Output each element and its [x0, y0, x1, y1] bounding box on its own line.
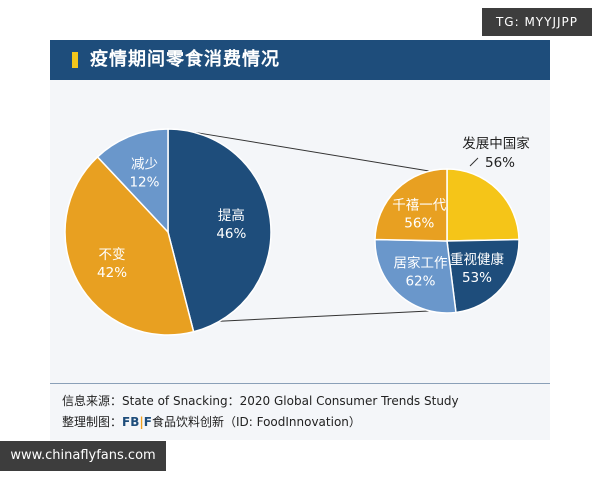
brand-f: F — [143, 415, 152, 429]
brand-bar: | — [139, 415, 144, 429]
connector-line-bottom — [219, 310, 430, 322]
main-pie-label-2: 减少 — [131, 157, 158, 173]
footer-divider — [50, 383, 550, 384]
title-banner: 疫情期间零食消费情况 — [50, 40, 550, 80]
credit-line: 整理制图：FB|F食品饮料创新（ID: FoodInnovation） — [62, 413, 361, 430]
brand-fb: FB — [122, 415, 140, 429]
detail-pie-label-0: 发展中国家 — [462, 135, 530, 152]
main-pie-slice-1 — [64, 155, 195, 336]
connector-line-top — [192, 131, 430, 172]
main-pie-slice-0 — [167, 128, 272, 333]
detail-pie-label-3: 千禧一代 — [392, 198, 446, 214]
source-line: 信息来源：State of Snacking：2020 Global Consu… — [62, 394, 459, 408]
detail-pie-slice-2 — [374, 238, 457, 314]
detail-pie-value-1: 53% — [462, 270, 492, 286]
detail-pie-value-3: 56% — [404, 216, 434, 232]
main-pie-label-1: 不变 — [99, 247, 126, 263]
detail-pie-leader-line — [469, 157, 479, 167]
site-url: www.chinaflyfans.com — [0, 441, 166, 471]
main-pie-label-0: 提高 — [218, 207, 245, 224]
detail-pie-slice-0 — [446, 168, 520, 242]
main-pie-value-1: 42% — [97, 265, 127, 281]
detail-pie-label-1: 重视健康 — [450, 251, 504, 268]
detail-pie-value-0: 56% — [485, 155, 515, 171]
main-pie-slice-2 — [96, 128, 169, 234]
credit-suffix: 食品饮料创新（ID: FoodInnovation） — [151, 415, 361, 429]
watermark-tag: TG: MYYJJPP — [482, 8, 592, 36]
detail-pie-value-2: 62% — [405, 273, 435, 289]
main-pie-value-2: 12% — [129, 175, 159, 191]
page-title: 疫情期间零食消费情况 — [90, 49, 280, 70]
credit-prefix: 整理制图： — [62, 415, 123, 429]
title-accent-mark — [72, 52, 78, 68]
detail-pie-label-2: 居家工作 — [393, 254, 447, 271]
detail-pie-slice-3 — [374, 168, 448, 242]
main-pie-value-0: 46% — [216, 226, 246, 242]
detail-pie-slice-1 — [446, 238, 520, 314]
